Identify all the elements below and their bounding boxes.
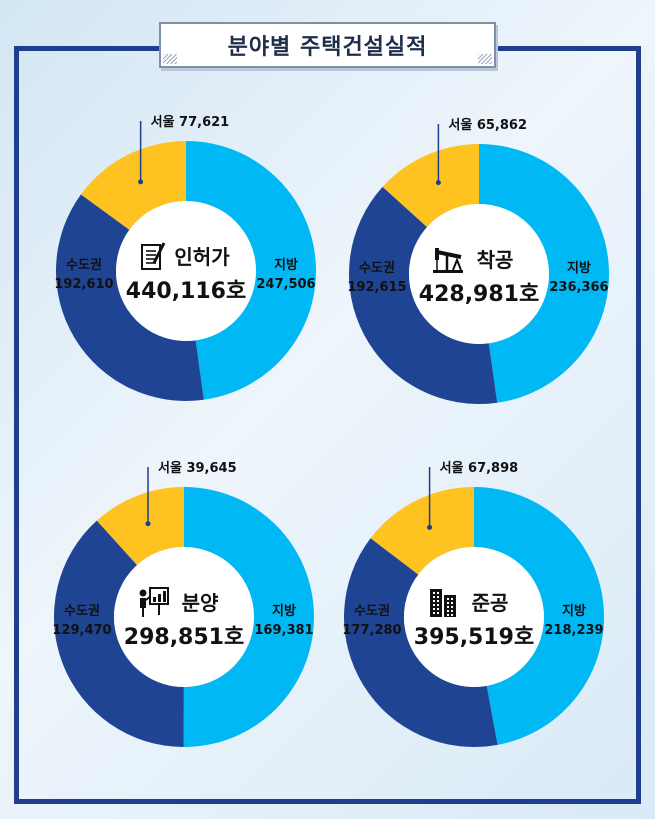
- oil-pump-icon: [433, 248, 463, 273]
- slice-capital: [344, 538, 498, 747]
- donut-hole: [116, 201, 256, 341]
- slice-local: [479, 144, 609, 403]
- donut-hole: [404, 547, 544, 687]
- local-value: 236,366: [549, 280, 608, 295]
- capital-label: 수도권: [66, 258, 102, 273]
- seoul-label: 서울 39,645: [158, 460, 237, 476]
- slice-local: [474, 487, 604, 745]
- slice-local: [183, 487, 314, 747]
- slice-local: [186, 141, 317, 400]
- seoul-label: 서울 77,621: [151, 114, 230, 130]
- capital-label: 수도권: [354, 604, 390, 619]
- document-icon: [141, 242, 166, 270]
- local-label: 지방: [562, 603, 586, 619]
- capital-value: 192,615: [347, 280, 406, 295]
- chart-total: 395,519호: [414, 625, 534, 650]
- slice-seoul: [80, 141, 186, 230]
- donut-hole: [409, 204, 549, 344]
- leader-dot: [435, 180, 441, 186]
- chart-category-title: 준공: [472, 591, 509, 615]
- chart-category-title: 분양: [182, 591, 219, 615]
- capital-value: 129,470: [52, 623, 111, 638]
- donut-chart-1: 서울 65,862 지방 236,366 수도권 192,615 착공 428,981호: [347, 117, 609, 404]
- donut-chart-2: 서울 39,645 지방 169,381 수도권 129,470 분양 298,851호: [52, 460, 314, 747]
- buildings-icon: [430, 589, 456, 617]
- capital-label: 수도권: [64, 604, 100, 619]
- capital-label: 수도권: [359, 261, 395, 276]
- local-value: 247,506: [256, 277, 315, 292]
- title-corner-decoration: [163, 54, 177, 64]
- donut-chart-3: 서울 67,898 지방 218,239 수도권 177,280 준공 395,519호: [342, 460, 604, 747]
- chart-total: 298,851호: [124, 625, 244, 650]
- local-value: 218,239: [544, 623, 603, 638]
- local-label: 지방: [274, 257, 298, 273]
- seoul-label: 서울 67,898: [440, 460, 519, 476]
- chart-total: 428,981호: [419, 282, 539, 307]
- title-corner-decoration: [478, 54, 492, 64]
- leader-dot: [145, 521, 151, 527]
- slice-seoul: [382, 144, 479, 228]
- local-label: 지방: [272, 603, 296, 619]
- slice-capital: [56, 194, 204, 401]
- capital-value: 177,280: [342, 623, 401, 638]
- capital-value: 192,610: [54, 277, 113, 292]
- slice-seoul: [96, 487, 184, 566]
- page-title: 분야별 주택건설실적: [227, 35, 428, 60]
- local-value: 169,381: [254, 623, 313, 638]
- slice-capital: [349, 186, 498, 404]
- leader-dot: [138, 179, 144, 185]
- chart-total: 440,116호: [126, 279, 246, 304]
- seoul-label: 서울 65,862: [448, 117, 527, 133]
- leader-dot: [427, 524, 433, 530]
- donut-chart-0: 서울 77,621 지방 247,506 수도권 192,610 인허가 440,116호: [54, 114, 317, 401]
- local-label: 지방: [567, 260, 591, 276]
- chart-category-title: 인허가: [174, 245, 230, 269]
- slice-capital: [53, 520, 184, 747]
- slice-seoul: [370, 487, 474, 575]
- donut-hole: [114, 547, 254, 687]
- title-box: 분야별 주택건설실적: [159, 22, 496, 68]
- chart-category-title: 착공: [477, 248, 514, 272]
- presentation-icon: [139, 587, 169, 617]
